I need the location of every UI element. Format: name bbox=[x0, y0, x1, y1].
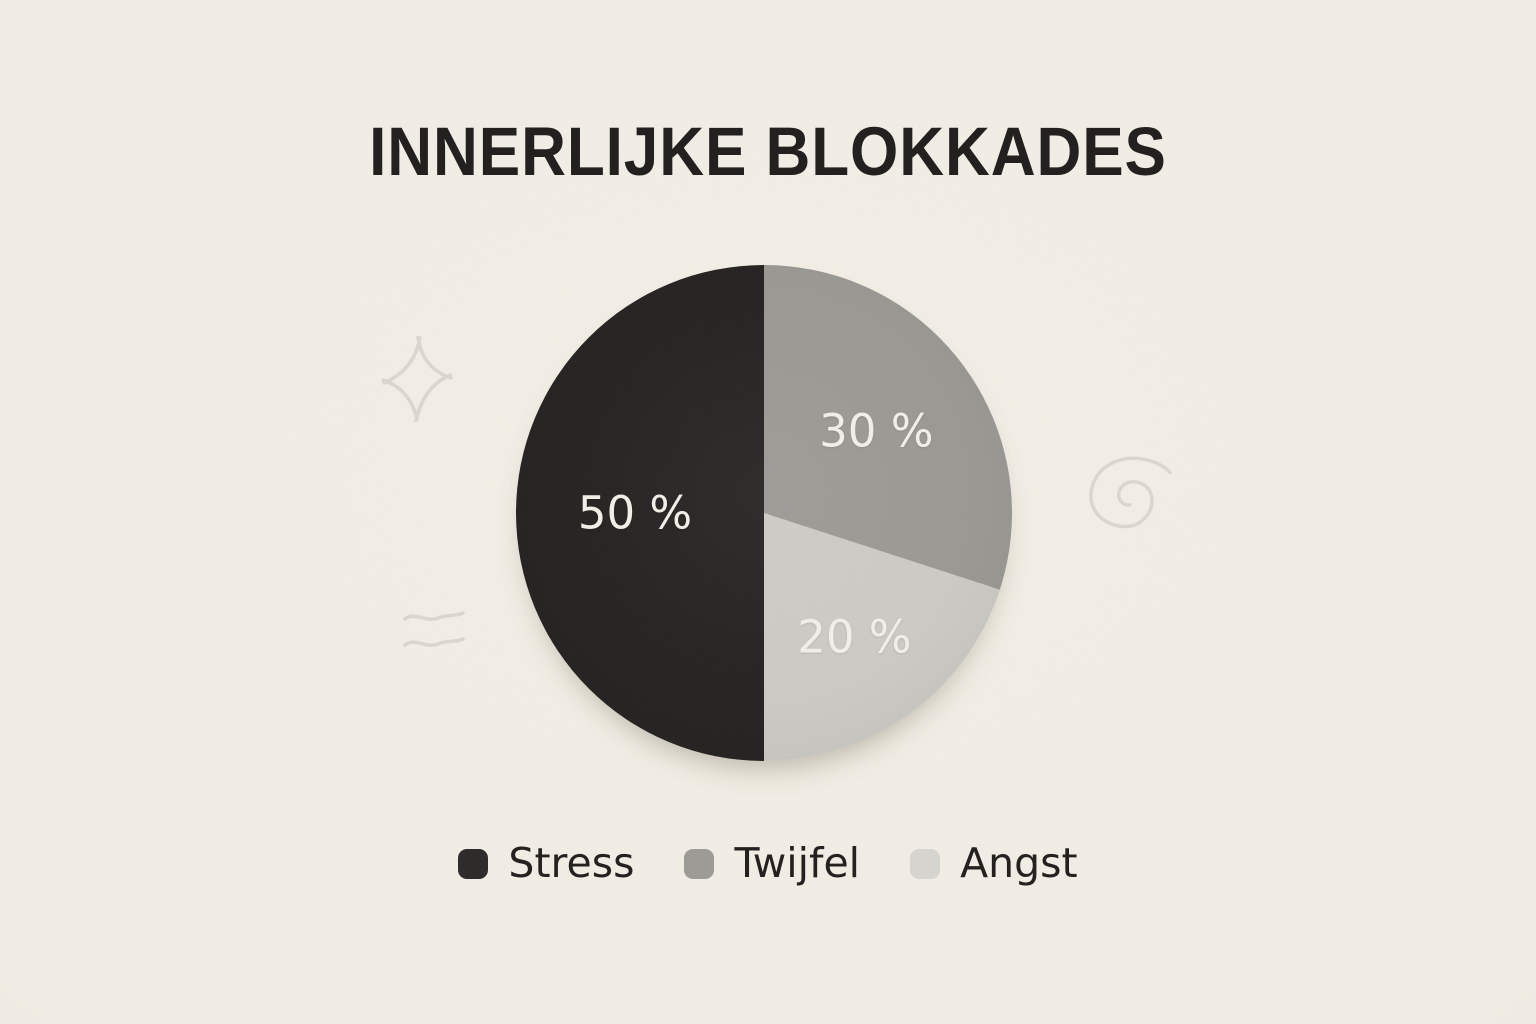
chart-legend: Stress Twijfel Angst bbox=[0, 839, 1536, 887]
legend-item-stress: Stress bbox=[458, 839, 635, 887]
legend-swatch-stress bbox=[458, 848, 489, 879]
pie-slice-label-stress: 50 % bbox=[577, 486, 693, 540]
legend-swatch-twijfel bbox=[684, 848, 715, 879]
pie-chart: 30 % 20 % 50 % bbox=[516, 265, 1012, 761]
legend-label: Twijfel bbox=[734, 839, 861, 887]
legend-item-twijfel: Twijfel bbox=[684, 839, 861, 887]
pie-slice-label-twijfel: 30 % bbox=[819, 404, 934, 458]
legend-item-angst: Angst bbox=[910, 839, 1078, 887]
sparkle-icon bbox=[381, 336, 453, 422]
spiral-icon bbox=[1089, 456, 1172, 529]
pie-slice-label-angst: 20 % bbox=[797, 610, 912, 664]
legend-label: Angst bbox=[960, 839, 1078, 887]
legend-label: Stress bbox=[508, 839, 635, 887]
legend-swatch-angst bbox=[910, 848, 941, 879]
waves-icon bbox=[403, 611, 465, 647]
chart-title: INNERLIJKE BLOKKADES bbox=[369, 113, 1167, 190]
